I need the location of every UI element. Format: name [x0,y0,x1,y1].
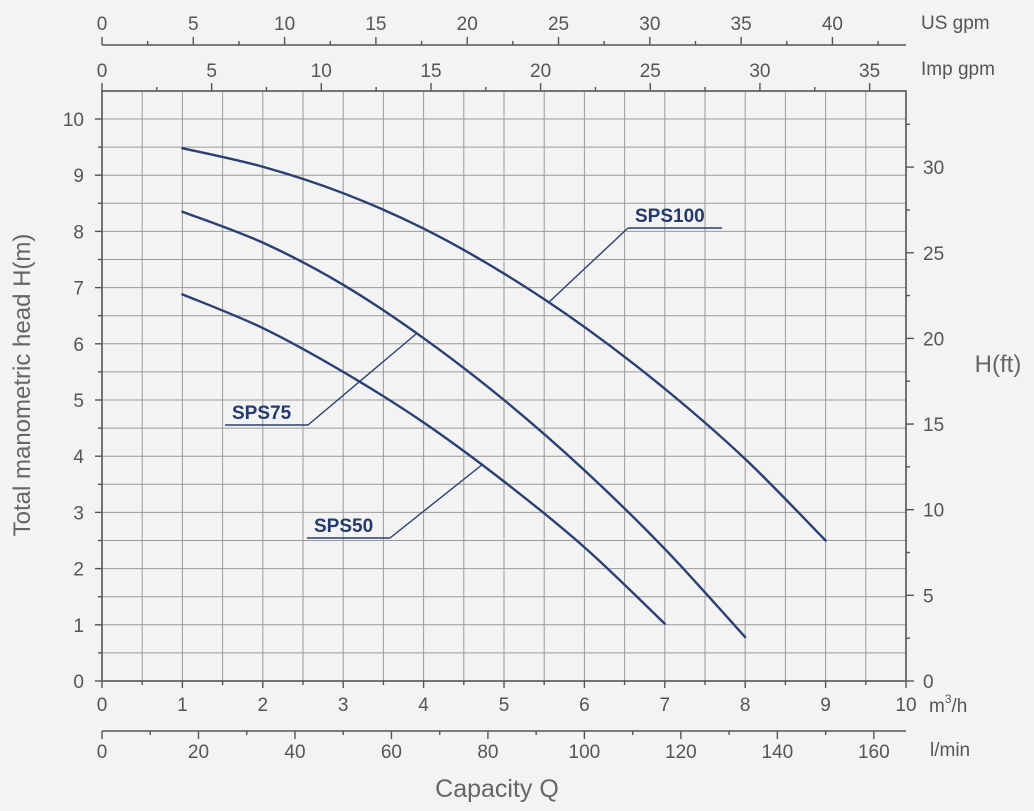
impgpm-tick-label: 5 [206,61,217,82]
impgpm-unit-label: Imp gpm [921,59,995,80]
curve-sps75 [181,210,747,639]
impgpm-tick-label: 25 [640,61,661,82]
usgpm-unit-label: US gpm [921,13,990,34]
impgpm-tick-label: 30 [749,61,770,82]
leader-line-sps100 [547,227,629,304]
y-axis-title: Total manometric head H(m) [9,234,36,537]
series-label-sps75: SPS75 [232,403,292,424]
usgpm-tick-label: 15 [365,14,386,35]
lmin-tick-label: 0 [97,742,108,763]
impgpm-tick-label: 0 [97,61,108,82]
y-axis-right-title: H(ft) [975,351,1022,378]
hm-tick-label: 8 [73,222,84,243]
grid-lines [102,91,906,681]
hm-tick-label: 3 [73,503,84,524]
curve-sps50 [181,293,666,625]
m3h-tick-label: 9 [820,695,831,716]
m3h-tick-label: 7 [660,695,671,716]
series-labels: SPS100 SPS75 SPS50 [225,206,722,539]
lmin-tick-label: 20 [188,742,209,763]
hm-tick-label: 9 [73,166,84,187]
hft-tick-label: 30 [923,158,944,179]
hm-tick-label: 10 [63,110,84,131]
hm-tick-label: 1 [73,616,84,637]
usgpm-tick-label: 40 [822,14,843,35]
hft-tick-label: 0 [923,672,934,693]
leader-line-sps50 [389,463,484,539]
usgpm-tick-label: 10 [274,14,295,35]
impgpm-tick-label: 15 [420,61,441,82]
lmin-tick-label: 160 [858,742,890,763]
m3h-tick-label: 5 [499,695,510,716]
series-label-sps100: SPS100 [635,206,705,227]
hm-tick-label: 7 [73,279,84,300]
usgpm-tick-label: 25 [548,14,569,35]
usgpm-tick-label: 5 [188,14,199,35]
impgpm-tick-label: 10 [311,61,332,82]
x-axis-title: Capacity Q [435,775,559,803]
impgpm-tick-label: 35 [859,61,880,82]
m3h-tick-label: 1 [177,695,188,716]
lmin-tick-label: 80 [477,742,498,763]
lmin-unit-label: l/min [930,740,970,761]
hm-tick-label: 0 [73,672,84,693]
usgpm-tick-label: 30 [639,14,660,35]
hft-tick-label: 5 [923,586,934,607]
series-label-sps50: SPS50 [314,516,373,537]
lmin-tick-label: 140 [762,742,794,763]
lmin-tick-label: 100 [569,742,601,763]
hft-tick-label: 20 [923,329,944,350]
hft-tick-label: 25 [923,244,944,265]
lmin-tick-label: 60 [381,742,402,763]
m3h-tick-label: 2 [258,695,269,716]
m3h-tick-label: 8 [740,695,751,716]
usgpm-tick-label: 35 [731,14,752,35]
m3h-tick-label: 6 [579,695,590,716]
lmin-tick-label: 120 [665,742,697,763]
m3h-tick-label: 10 [895,695,916,716]
hm-tick-label: 4 [73,447,84,468]
m3h-tick-label: 4 [418,695,429,716]
hm-tick-label: 6 [73,335,84,356]
m3h-tick-label: 3 [338,695,349,716]
performance-curves [181,147,827,639]
lmin-tick-label: 40 [284,742,305,763]
m3h-unit-label: m3/h [929,692,967,717]
hm-tick-label: 5 [73,391,84,412]
usgpm-tick-label: 0 [97,14,108,35]
hm-tick-label: 2 [73,560,84,581]
m3h-tick-label: 0 [97,695,108,716]
leader-line-sps75 [307,333,417,426]
usgpm-tick-label: 20 [457,14,478,35]
impgpm-tick-label: 20 [530,61,551,82]
ticks [95,37,914,739]
curve-sps100 [181,147,827,542]
hft-tick-label: 10 [923,501,944,522]
hft-tick-label: 15 [923,415,944,436]
